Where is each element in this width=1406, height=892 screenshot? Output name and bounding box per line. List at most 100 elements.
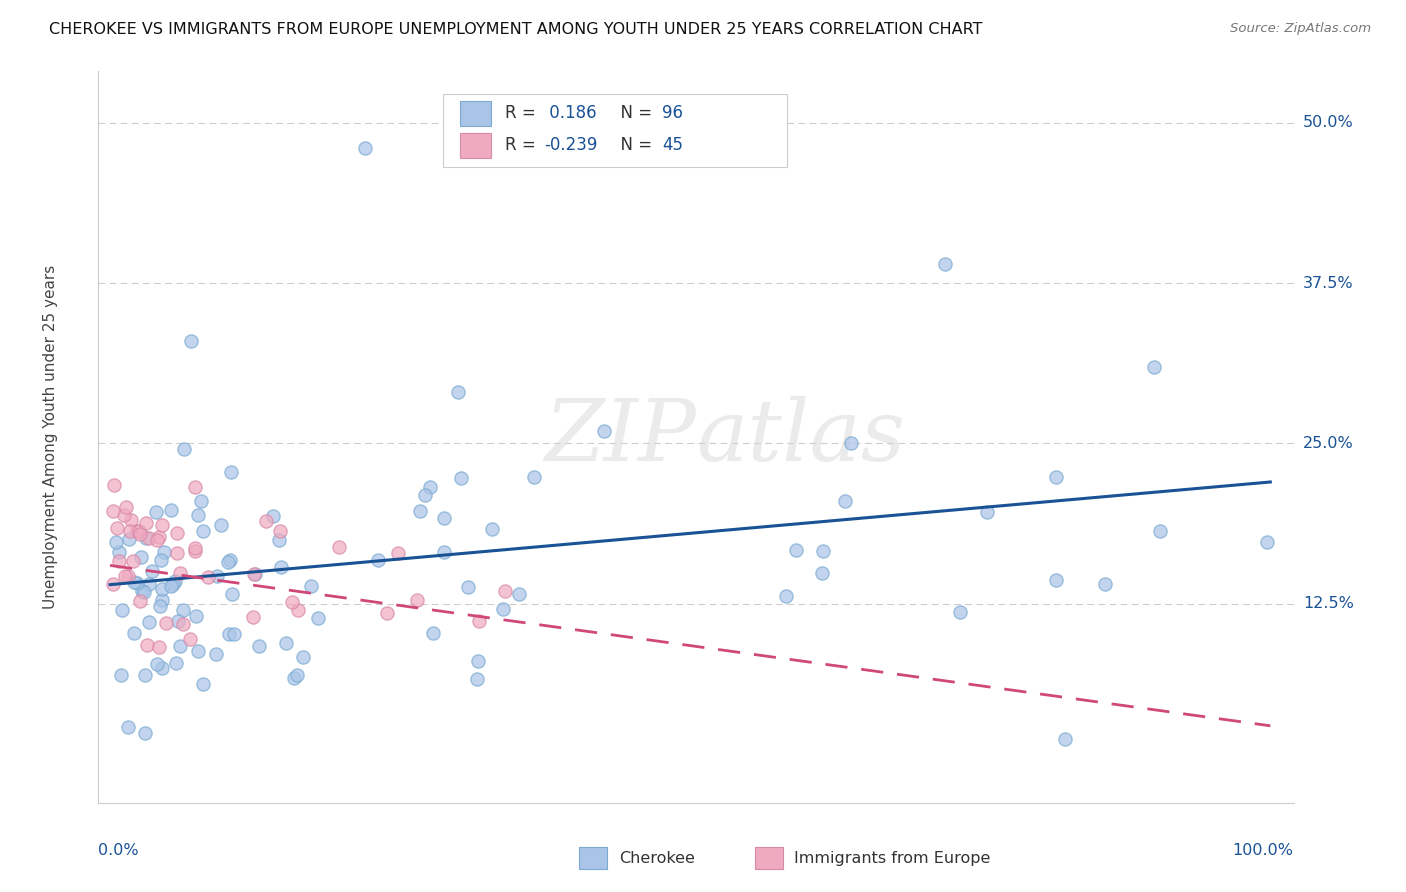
Point <box>132 584 155 599</box>
Point <box>269 533 291 547</box>
Point <box>409 504 432 518</box>
Point <box>104 534 127 549</box>
Point <box>243 566 266 581</box>
Point <box>243 566 266 581</box>
Point <box>103 478 125 492</box>
Point <box>292 649 315 664</box>
Point <box>785 542 807 557</box>
Text: 25.0%: 25.0% <box>1303 436 1354 451</box>
Point <box>122 626 145 640</box>
Point <box>180 334 202 348</box>
Point <box>120 513 142 527</box>
Text: -0.239: -0.239 <box>544 136 598 154</box>
Point <box>150 661 173 675</box>
Point <box>976 506 998 520</box>
Point <box>172 616 194 631</box>
Point <box>494 584 516 599</box>
Point <box>148 530 170 544</box>
Point <box>166 525 188 540</box>
Point <box>934 257 956 271</box>
Point <box>129 593 152 607</box>
Point <box>108 545 131 559</box>
Point <box>187 643 209 657</box>
Point <box>1053 732 1076 747</box>
Point <box>242 610 264 624</box>
Point <box>145 505 167 519</box>
Point <box>125 575 148 590</box>
Point <box>465 672 488 686</box>
Text: N =: N = <box>610 136 658 154</box>
Point <box>270 560 292 574</box>
Point <box>1256 534 1278 549</box>
Point <box>367 553 389 567</box>
Point <box>150 553 173 567</box>
Text: 45: 45 <box>662 136 683 154</box>
Point <box>117 569 139 583</box>
Point <box>457 580 479 594</box>
Point <box>191 677 214 691</box>
Point <box>112 508 135 523</box>
Point <box>105 521 128 535</box>
Point <box>221 587 243 601</box>
Text: 12.5%: 12.5% <box>1303 597 1354 611</box>
Point <box>841 435 863 450</box>
Point <box>136 638 159 652</box>
Point <box>307 611 329 625</box>
Text: Source: ZipAtlas.com: Source: ZipAtlas.com <box>1230 22 1371 36</box>
Text: 96: 96 <box>662 104 683 122</box>
Point <box>593 424 616 438</box>
Point <box>447 385 470 400</box>
Text: atlas: atlas <box>696 396 905 478</box>
Point <box>162 577 184 591</box>
Point <box>218 627 240 641</box>
Point <box>949 605 972 619</box>
Point <box>150 517 173 532</box>
Text: ZIP: ZIP <box>544 396 696 478</box>
Point <box>163 574 186 588</box>
Point <box>183 480 205 494</box>
Point <box>138 531 160 545</box>
Point <box>432 545 454 559</box>
Point <box>173 442 195 457</box>
Point <box>247 639 270 653</box>
Point <box>523 469 546 483</box>
Text: R =: R = <box>505 136 541 154</box>
Point <box>125 524 148 539</box>
Point <box>299 579 322 593</box>
Text: 0.0%: 0.0% <box>98 843 139 858</box>
Point <box>224 627 246 641</box>
Point <box>149 599 172 613</box>
Point <box>115 500 138 514</box>
Point <box>205 648 228 662</box>
Point <box>165 657 187 671</box>
Point <box>262 509 284 524</box>
Text: 50.0%: 50.0% <box>1303 115 1354 130</box>
Point <box>328 540 350 554</box>
Point <box>167 614 190 628</box>
Point <box>107 553 129 567</box>
Text: Unemployment Among Youth under 25 years: Unemployment Among Youth under 25 years <box>44 265 58 609</box>
Point <box>122 574 145 589</box>
Point <box>481 522 503 536</box>
Point <box>111 602 134 616</box>
Text: Cherokee: Cherokee <box>619 851 695 865</box>
Point <box>217 555 239 569</box>
Point <box>169 639 191 653</box>
Point <box>219 466 242 480</box>
Point <box>148 640 170 654</box>
Point <box>285 667 308 681</box>
Point <box>128 524 150 539</box>
Point <box>103 577 125 591</box>
Point <box>150 592 173 607</box>
Point <box>197 570 219 584</box>
Point <box>415 487 437 501</box>
Point <box>146 657 169 672</box>
Point <box>287 602 309 616</box>
Point <box>254 514 277 528</box>
Point <box>128 527 150 541</box>
Point <box>118 532 141 546</box>
Text: 0.186: 0.186 <box>544 104 596 122</box>
Point <box>117 720 139 734</box>
Point <box>375 606 398 620</box>
Text: R =: R = <box>505 104 541 122</box>
